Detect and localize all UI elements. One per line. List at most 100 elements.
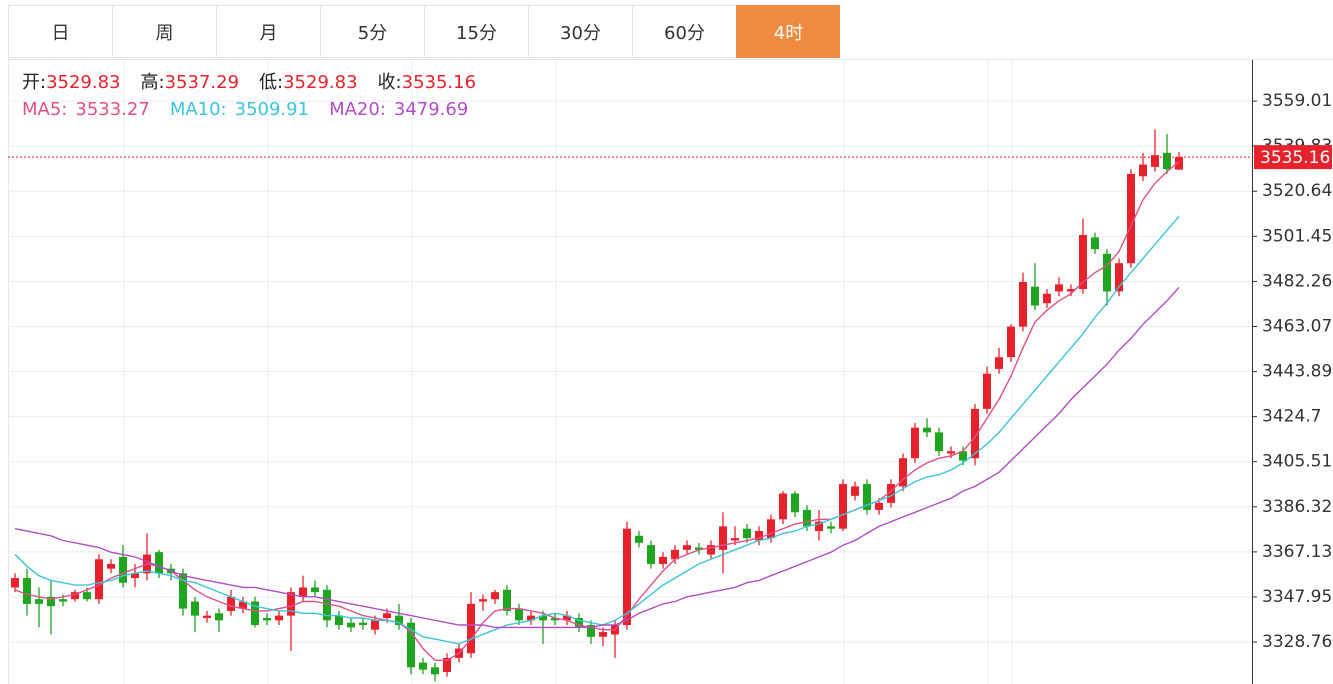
candle-body: [551, 617, 559, 621]
candle-body: [839, 484, 847, 529]
ohlc-info: 开:3529.83 高:3537.29 低:3529.83 收:3535.16: [22, 72, 476, 93]
candle-body: [407, 622, 415, 668]
ma-line: [14, 215, 1180, 645]
candle-body: [467, 603, 475, 654]
candle-body: [1055, 284, 1063, 292]
candle-body: [1067, 289, 1075, 292]
ma-label: MA10:: [170, 99, 227, 120]
period-tab[interactable]: 5分: [320, 5, 424, 58]
y-tick-label: 3328.76: [1262, 632, 1332, 652]
period-tab[interactable]: 60分: [632, 5, 736, 58]
candle-body: [311, 587, 319, 593]
candle-body: [71, 592, 79, 600]
candle-body: [11, 578, 19, 588]
candle-body: [827, 526, 835, 529]
candle-body: [383, 613, 391, 618]
candle-body: [275, 615, 283, 621]
candle-body: [323, 589, 331, 621]
candle-body: [419, 662, 427, 670]
candle-body: [647, 545, 655, 564]
candle-body: [995, 357, 1003, 369]
candle-body: [431, 667, 439, 675]
candle-body: [1127, 173, 1135, 264]
last-price-label: 3535.16: [1260, 148, 1330, 168]
ohlc-value: 3529.83: [283, 72, 357, 93]
candle-body: [119, 556, 127, 583]
candle-body: [1019, 282, 1027, 327]
candle-body: [1103, 253, 1111, 292]
candle-body: [719, 526, 727, 550]
candle-body: [359, 622, 367, 626]
ohlc-value: 3529.83: [46, 72, 120, 93]
period-tab[interactable]: 30分: [528, 5, 632, 58]
period-tabs: 日周月 5分 15分 30分 60分 4时: [8, 5, 840, 58]
period-tab[interactable]: 周: [112, 5, 216, 58]
y-tick-label: 3386.32: [1262, 497, 1332, 517]
candle-body: [179, 573, 187, 609]
candle-body: [731, 538, 739, 541]
candle-body: [683, 545, 691, 550]
ohlc-label: 高:: [141, 72, 165, 93]
candle-body: [863, 484, 871, 510]
candle-body: [227, 596, 235, 611]
candle-body: [479, 599, 487, 602]
candle-body: [851, 486, 859, 496]
period-tab[interactable]: 月: [216, 5, 320, 58]
y-tick-label: 3443.89: [1262, 362, 1332, 382]
candle-body: [35, 599, 43, 604]
candle-body: [23, 578, 31, 604]
ma-label: MA5:: [22, 99, 67, 120]
candle-body: [299, 587, 307, 597]
candle-body: [443, 657, 451, 673]
candle-body: [239, 601, 247, 609]
y-tick-label: 3424.7: [1262, 407, 1321, 427]
ohlc-label: 低:: [259, 72, 283, 93]
candle-body: [1043, 293, 1051, 304]
ma-value: 3509.91: [235, 99, 309, 120]
candle-body: [215, 613, 223, 621]
candle-body: [1007, 326, 1015, 358]
candle-body: [155, 552, 163, 574]
ma-label: MA20:: [329, 99, 386, 120]
candle-body: [1031, 286, 1039, 306]
candle-body: [539, 615, 547, 621]
ohlc-value: 3537.29: [165, 72, 239, 93]
candle-body: [671, 549, 679, 560]
candle-body: [47, 596, 55, 607]
candle-body: [1163, 152, 1171, 170]
candle-body: [491, 592, 499, 600]
candle-body: [83, 592, 91, 600]
candle-body: [1079, 235, 1087, 290]
candle-body: [623, 528, 631, 626]
candle-body: [695, 547, 703, 550]
candle-body: [743, 528, 751, 539]
candle-body: [347, 622, 355, 628]
candle-body: [899, 458, 907, 487]
period-tab[interactable]: 15分: [424, 5, 528, 58]
candle-body: [203, 615, 211, 618]
candle-body: [1091, 237, 1099, 250]
y-tick-label: 3405.51: [1262, 452, 1332, 472]
candle-body: [803, 509, 811, 527]
candle-body: [935, 432, 943, 452]
candle-body: [1139, 164, 1147, 177]
y-tick-label: 3367.13: [1262, 542, 1332, 562]
candle-body: [707, 545, 715, 555]
period-tab[interactable]: 日: [8, 5, 112, 58]
ohlc-label: 收:: [378, 72, 402, 93]
y-tick-label: 3463.07: [1262, 316, 1332, 336]
candle-body: [575, 617, 583, 628]
candle-body: [755, 531, 763, 541]
candle-body: [659, 556, 667, 564]
candle-body: [791, 493, 799, 513]
period-tab[interactable]: 4时: [736, 5, 840, 58]
candle-body: [563, 615, 571, 621]
candle-body: [779, 493, 787, 520]
ma-info: MA5: 3533.27 MA10: 3509.91 MA20: 3479.69: [22, 99, 468, 120]
candle-body: [815, 521, 823, 532]
y-tick-label: 3482.26: [1262, 271, 1332, 291]
candle-body: [107, 563, 115, 569]
candle-body: [515, 608, 523, 621]
